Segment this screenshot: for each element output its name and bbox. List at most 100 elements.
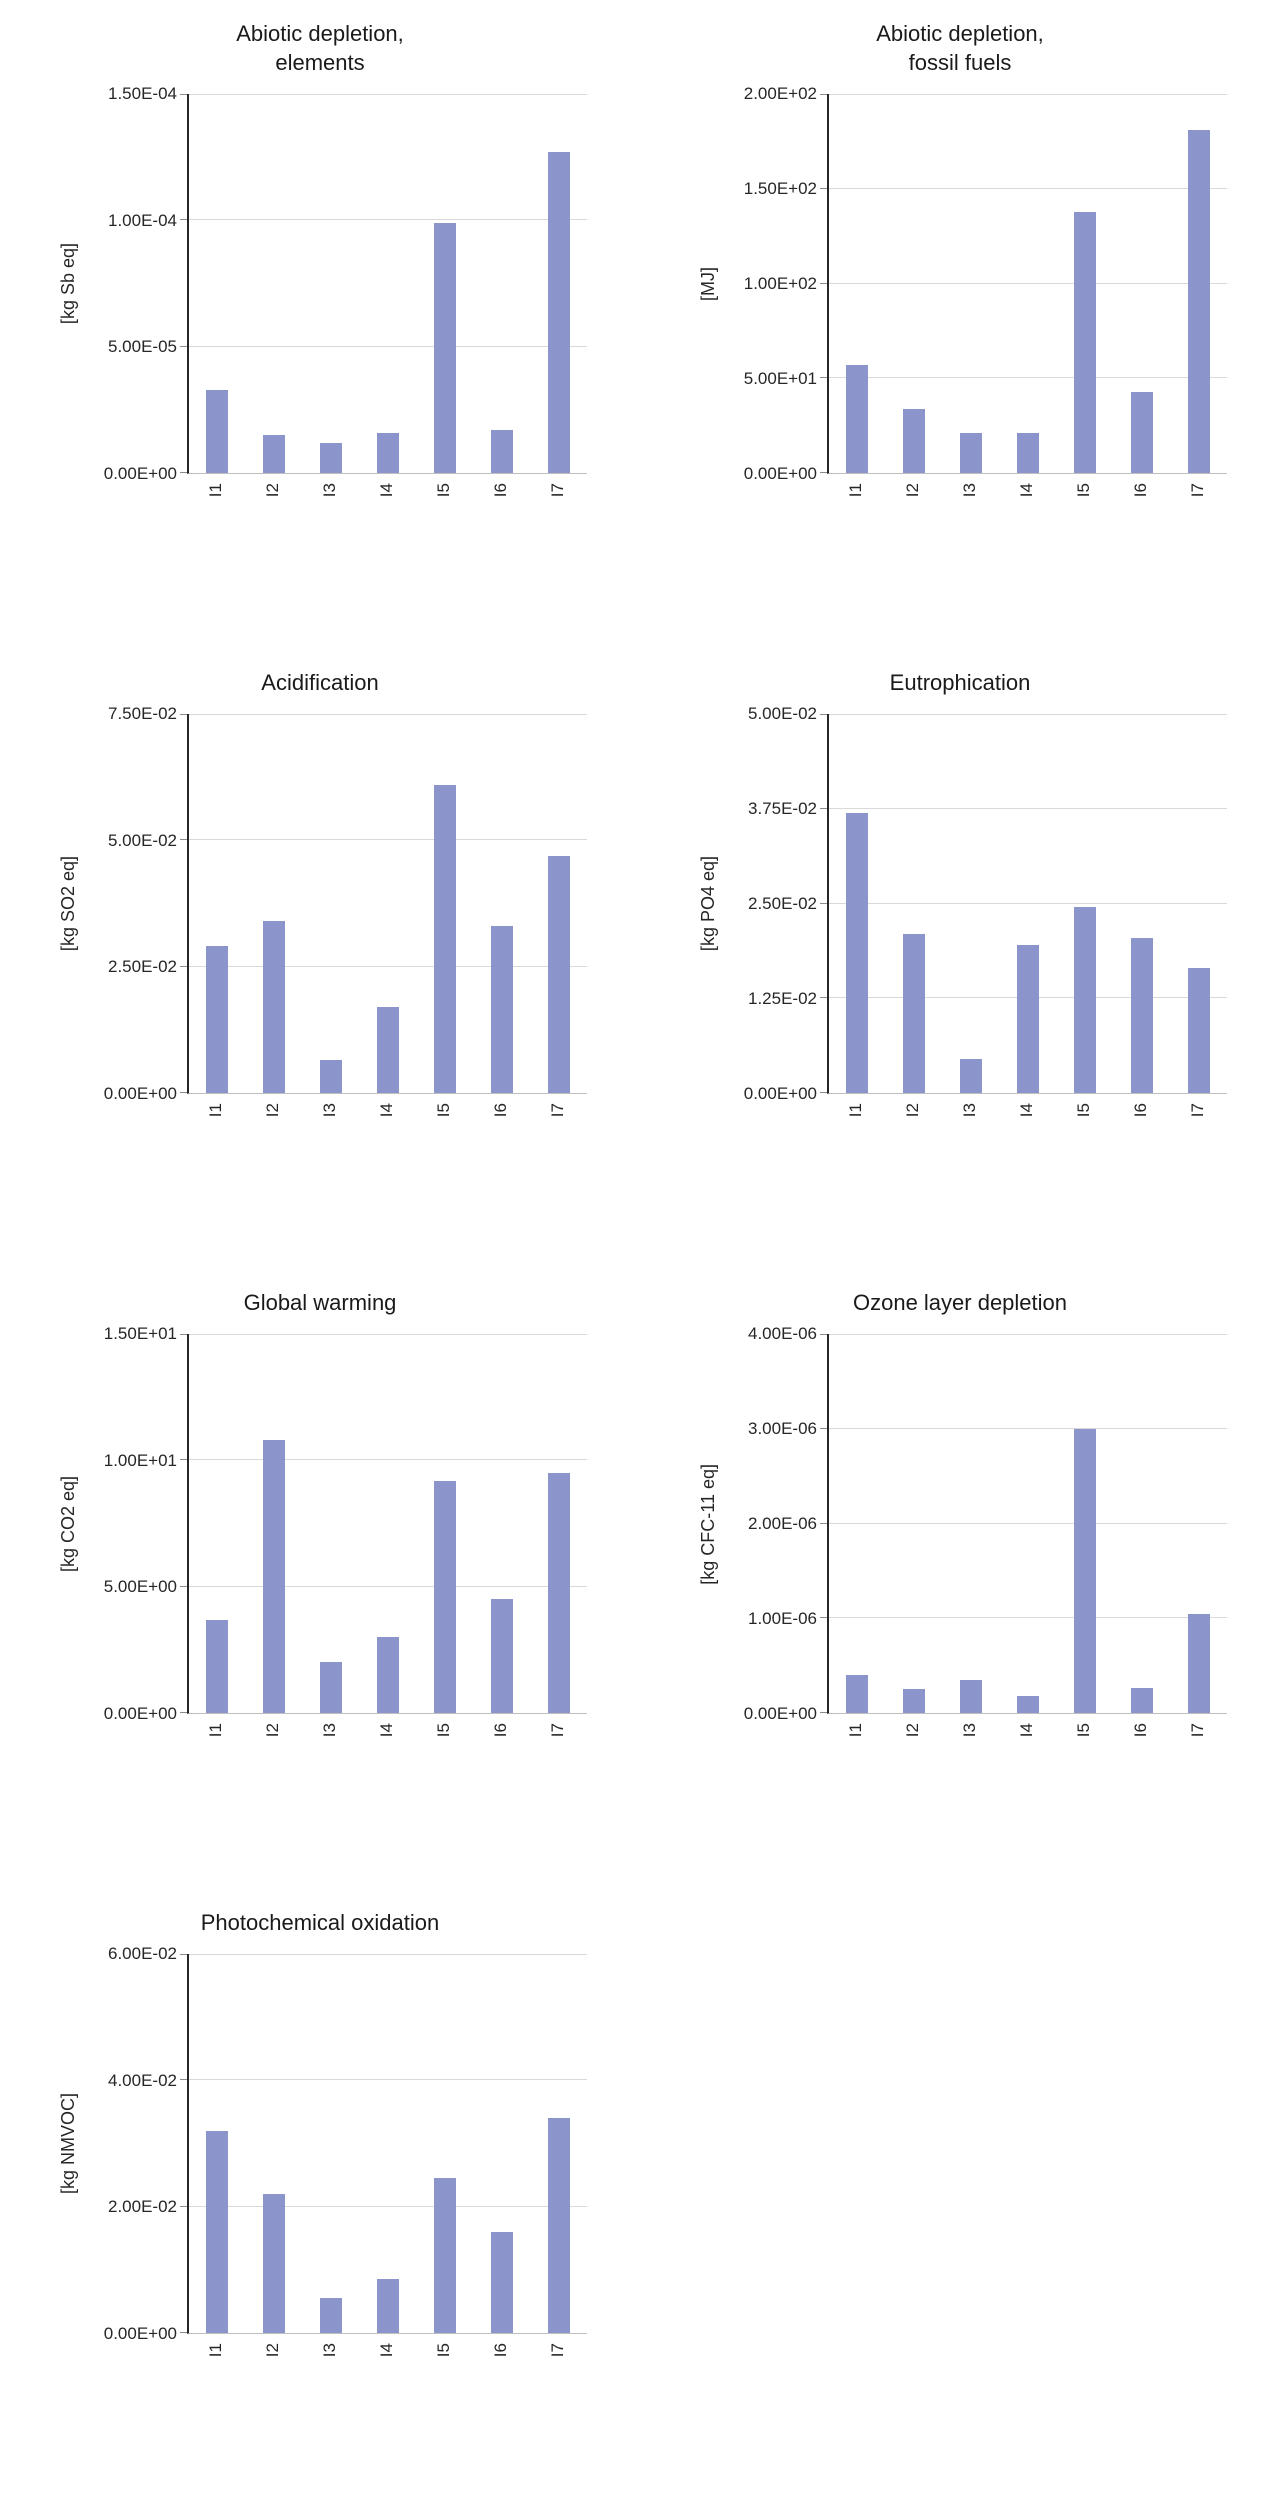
chart-title-acidification: Acidification [261,632,378,698]
bar-I7 [547,2118,570,2333]
y-tick-mark [180,1334,187,1335]
gridline [189,839,587,841]
y-axis-title-col: [MJ] [693,94,723,474]
x-tick-label-I5: I5 [434,1103,454,1118]
x-tick-label-I4: I4 [1017,483,1036,498]
x-tick-label-I3: I3 [959,1103,979,1118]
y-tick-mark [820,902,827,904]
y-axis-tick-labels: 0.00E+00 1.00E-06 2.00E-06 3.00E-06 4.00E-06 [723,1324,827,1723]
bar-I6 [1130,391,1153,473]
x-tick-label-I6: I6 [491,1723,511,1738]
y-tick-label: 1.00E+01 [103,1450,177,1470]
gridline [189,94,587,95]
bar-I3 [960,1679,983,1713]
x-tick-label-I1: I1 [205,483,225,498]
gridline [829,807,1227,809]
y-axis-tick-labels: 0.00E+00 2.00E-02 4.00E-02 6.00E-02 [83,1944,187,2343]
y-tick-mark [820,1427,827,1429]
gridline [189,2205,587,2207]
x-tick-label-I6: I6 [491,2343,511,2358]
y-tick-mark [820,1334,827,1335]
bar-I2 [263,1440,286,1713]
y-axis-title: [kg SO2 eq] [57,856,78,952]
bar-I4 [377,1007,399,1093]
gridline [189,2079,587,2081]
x-tick-label-I2: I2 [902,483,922,498]
y-tick-label: 1.50E+01 [103,1324,177,1343]
y-axis-title: [kg PO4 eq] [697,856,718,952]
y-tick-mark [820,1712,827,1713]
y-tick-label: 7.50E-02 [108,704,177,723]
y-tick-label: 5.00E+01 [743,369,817,388]
y-tick-label: 2.00E-06 [748,1514,817,1533]
y-axis-title-col: [kg SO2 eq] [53,714,83,1094]
bar-I5 [433,784,456,1093]
y-tick-label: 1.00E+02 [743,274,817,293]
bar-I3 [960,433,983,473]
y-tick-label: 0.00E+00 [743,1084,817,1103]
bar-I7 [547,855,570,1093]
chart-title-line: Abiotic depletion, [876,20,1044,46]
y-axis-tick-labels: 0.00E+00 2.50E-02 5.00E-02 7.50E-02 [83,704,187,1103]
chart-title-line: fossil fuels [908,50,1012,76]
x-tick-label-I7: I7 [548,483,568,498]
x-tick-label-I6: I6 [1131,1103,1151,1118]
x-tick-label-I2: I2 [902,1103,922,1118]
bar-I1 [206,389,229,473]
y-tick-mark [180,1459,187,1461]
y-tick-mark [180,1954,187,1955]
chart-body: [kg SO2 eq] 0.00E+00 2.50E-02 5.00E-02 7.50E… [53,704,587,1146]
bar-I4 [377,432,399,473]
y-tick-label: 0.00E+00 [103,1084,177,1103]
y-tick-mark [180,1712,187,1713]
gridline [829,282,1227,284]
chart-title-photochemical-oxidation: Photochemical oxidation [201,1872,439,1938]
x-axis-tick-labels: I1 I2 I3 I4 I5 I6 I7 [187,1714,587,1766]
y-axis-tick-labels: 0.00E+00 5.00E-05 1.00E-04 1.50E-04 [83,84,187,483]
y-tick-label: 2.00E-02 [108,2197,177,2217]
bar-I7 [1187,967,1210,1093]
chart-title-line: Abiotic depletion, [236,20,404,46]
chart-title-ozone-layer-depletion: Ozone layer depletion [853,1252,1067,1318]
gridline [189,1585,587,1587]
chart-body: [kg NMVOC] 0.00E+00 2.00E-02 4.00E-02 6.00E-… [53,1944,587,2386]
y-tick-label: 5.00E+00 [103,1577,177,1597]
chart-title-abiotic-depletion-elements: Abiotic depletion, elements [236,12,404,78]
x-tick-label-I6: I6 [491,483,511,498]
chart-body: [kg PO4 eq] 0.00E+00 1.25E-02 2.50E-02 3.75E… [693,704,1227,1146]
chart-title-line: Acidification [261,670,379,696]
plot-area [180,1334,587,1714]
chart-eutrophication: Eutrophication [kg PO4 eq] 0.00E+00 1.25E-0… [640,626,1280,1246]
y-tick-mark [820,1617,827,1619]
y-tick-label: 1.25E-02 [748,989,817,1008]
y-tick-mark [820,1522,827,1524]
y-axis-tick-labels: 0.00E+00 5.00E+01 1.00E+02 1.50E+02 2.00E+02 [723,84,827,483]
chart-title-line: Global warming [243,1290,397,1316]
plot-area [180,714,587,1094]
y-tick-mark [820,187,827,189]
y-axis-tick-labels: 0.00E+00 5.00E+00 1.00E+01 1.50E+01 [83,1324,187,1723]
y-tick-mark [180,839,187,841]
x-tick-label-I4: I4 [377,483,396,498]
x-tick-label-I4: I4 [1017,1103,1036,1118]
bar-I7 [547,1472,570,1713]
x-tick-label-I1: I1 [205,1103,225,1118]
bar-I3 [320,442,343,473]
y-axis-title-col: [kg CO2 eq] [53,1334,83,1714]
x-tick-label-I5: I5 [1074,483,1094,498]
y-tick-label: 5.00E-02 [748,704,817,723]
x-tick-label-I2: I2 [902,1723,922,1738]
chart-ozone-layer-depletion: Ozone layer depletion [kg CFC-11 eq] 0.00E… [640,1246,1280,1866]
plot-area [820,714,1227,1094]
x-tick-label-I1: I1 [845,483,865,498]
y-tick-label: 2.00E+02 [743,84,817,103]
bar-I3 [320,1060,343,1093]
gridline [829,1617,1227,1619]
bar-I4 [1017,1695,1039,1713]
gridline [189,714,587,715]
y-tick-label: 0.00E+00 [743,464,817,483]
x-tick-label-I2: I2 [262,1103,282,1118]
gridline [829,1427,1227,1429]
x-tick-label-I6: I6 [1131,483,1151,498]
x-axis-tick-labels: I1 I2 I3 I4 I5 I6 I7 [187,1094,587,1146]
